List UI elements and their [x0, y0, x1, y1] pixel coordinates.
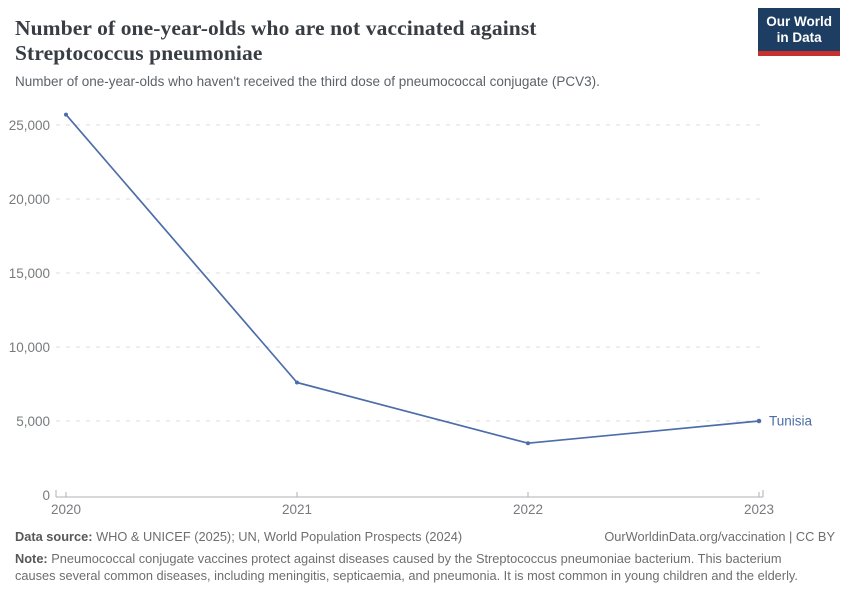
- data-source-text: WHO & UNICEF (2025); UN, World Populatio…: [96, 529, 463, 544]
- y-tick-label: 0: [42, 488, 50, 503]
- y-tick-label: 25,000: [9, 118, 50, 133]
- y-tick-label: 10,000: [9, 340, 50, 355]
- y-tick-label: 5,000: [16, 414, 50, 429]
- chart-note-text: Pneumococcal conjugate vaccines protect …: [15, 551, 798, 583]
- chart-footer: Data source: WHO & UNICEF (2025); UN, Wo…: [0, 525, 850, 584]
- chart-subtitle: Number of one-year-olds who haven't rece…: [15, 74, 600, 89]
- line-chart: 0 5,000 10,000 15,000 20,000 25,000 2020 2021 20…: [9, 112, 813, 517]
- chart-note: Note: Pneumococcal conjugate vaccines pr…: [15, 550, 825, 584]
- attribution-link[interactable]: OurWorldinData.org/vaccination | CC BY: [604, 529, 835, 544]
- page-title: Number of one-year-olds who are not vacc…: [15, 16, 537, 65]
- x-tick-label: 2022: [513, 502, 543, 517]
- source-row: Data source: WHO & UNICEF (2025); UN, Wo…: [15, 529, 835, 545]
- data-point[interactable]: [295, 380, 299, 385]
- data-source: Data source: WHO & UNICEF (2025); UN, Wo…: [15, 529, 462, 545]
- data-point[interactable]: [526, 441, 530, 446]
- owid-logo[interactable]: Our World in Data: [758, 8, 840, 56]
- data-point[interactable]: [64, 112, 68, 117]
- owid-logo-line1: Our World: [766, 14, 832, 29]
- series-line-tunisia: [65, 114, 760, 445]
- x-tick-label: 2021: [282, 502, 312, 517]
- x-tick-label: 2023: [744, 502, 774, 517]
- data-source-label: Data source:: [15, 529, 93, 544]
- x-tick-label: 2020: [51, 502, 81, 517]
- owid-logo-line2: in Data: [776, 30, 822, 45]
- chart-header: Number of one-year-olds who are not vacc…: [0, 0, 850, 95]
- data-point[interactable]: [756, 418, 762, 424]
- chart-note-label: Note:: [15, 551, 48, 566]
- y-tick-label: 15,000: [9, 266, 50, 281]
- y-tick-label: 20,000: [9, 192, 50, 207]
- series-end-label: Tunisia: [769, 414, 813, 429]
